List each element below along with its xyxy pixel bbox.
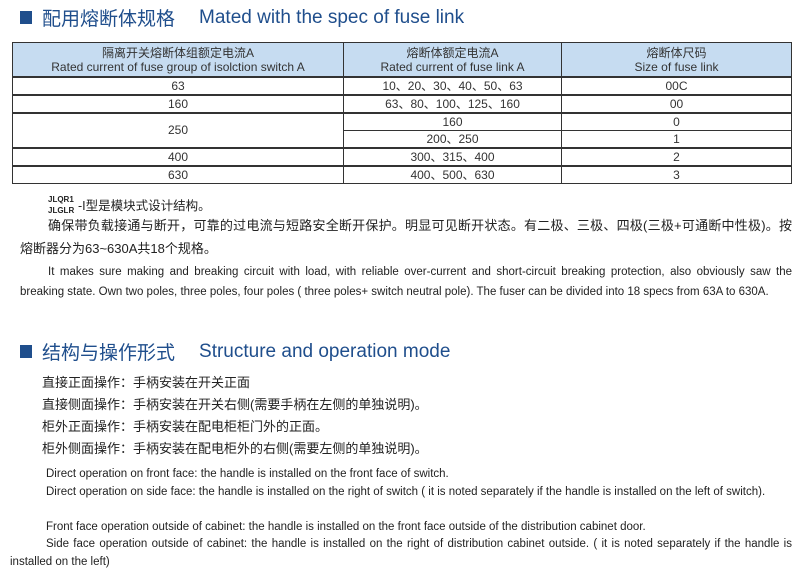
operation-cn-item: 柜外侧面操作：手柄安装在配电柜外的右侧(需要左侧的单独说明)。: [42, 441, 428, 456]
operation-en-item: Side face operation outside of cabinet: …: [10, 538, 792, 568]
model-label-2: JLGLR: [48, 206, 75, 215]
operation-en-item: Direct operation on side face: the handl…: [46, 485, 766, 498]
cell: 2: [561, 147, 792, 167]
model-text: -I型是模块式设计结构。: [78, 199, 211, 213]
cell: 00: [561, 94, 792, 114]
cell: 630: [12, 165, 344, 184]
fuse-spec-table: 隔离开关熔断体组额定电流A Rated current of fuse group…: [12, 42, 792, 184]
header-fuse-current: 熔断体额定电流A Rated current of fuse link A: [343, 42, 562, 78]
square-bullet-icon: [20, 345, 32, 358]
heading-cn: 结构与操作形式: [42, 343, 176, 364]
cell: 400: [12, 147, 344, 167]
table-row: 63 10、20、30、40、50、63 00C: [12, 76, 792, 96]
operation-cn-item: 柜外正面操作：手柄安装在配电柜柜门外的正面。: [42, 419, 329, 434]
table-row: 160 63、80、100、125、160 00: [12, 94, 792, 114]
cell: 10、20、30、40、50、63: [343, 76, 562, 96]
header-switch-current: 隔离开关熔断体组额定电流A Rated current of fuse group…: [12, 42, 344, 78]
cell: 300、315、400: [343, 147, 562, 167]
cell: 160: [12, 94, 344, 114]
operation-en-item: Front face operation outside of cabinet:…: [46, 520, 646, 533]
table-row: 630 400、500、630 3: [12, 165, 792, 184]
operation-en-item: Direct operation on front face: the hand…: [46, 468, 449, 480]
table-row: 400 300、315、400 2: [12, 147, 792, 167]
section-heading-fuse-spec: 配用熔断体规格 Mated with the spec of fuse link: [20, 4, 464, 31]
heading-en: Structure and operation mode: [199, 340, 451, 362]
table-row: 250 160 0: [12, 112, 792, 149]
cell: 0: [561, 112, 792, 131]
intro-cn: 确保带负载接通与断开，可靠的过电流与短路安全断开保护。明显可见断开状态。有二极、…: [20, 218, 792, 256]
cell: 200、250: [343, 130, 562, 149]
cell: 250: [12, 112, 344, 149]
table-header-row: 隔离开关熔断体组额定电流A Rated current of fuse group…: [12, 42, 792, 78]
section-heading-structure: 结构与操作形式 Structure and operation mode: [20, 338, 450, 365]
cell: 00C: [561, 76, 792, 96]
model-label-1: JLQR1: [48, 195, 74, 204]
heading-en: Mated with the spec of fuse link: [199, 6, 465, 28]
square-bullet-icon: [20, 11, 32, 24]
cell: 160: [343, 112, 562, 131]
heading-cn: 配用熔断体规格: [42, 9, 176, 30]
cell: 1: [561, 130, 792, 149]
cell: 63: [12, 76, 344, 96]
cell: 400、500、630: [343, 165, 562, 184]
intro-en: It makes sure making and breaking circui…: [20, 266, 792, 298]
cell: 63、80、100、125、160: [343, 94, 562, 114]
cell: 3: [561, 165, 792, 184]
operation-cn-item: 直接正面操作：手柄安装在开关正面: [42, 375, 251, 390]
header-fuse-size: 熔断体尺码 Size of fuse link: [561, 42, 792, 78]
operation-cn-item: 直接侧面操作：手柄安装在开关右侧(需要手柄在左侧的单独说明)。: [42, 397, 428, 412]
